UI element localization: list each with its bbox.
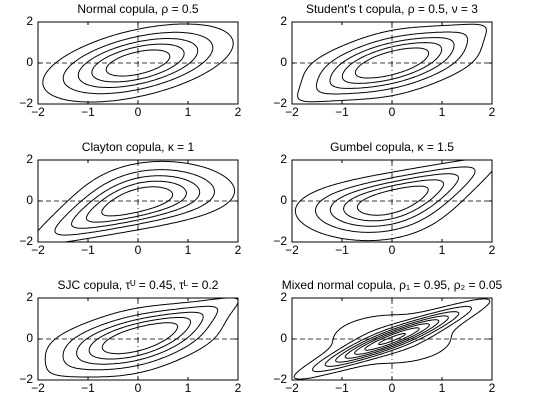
contour-line (335, 315, 449, 363)
x-tick-label: −1 (335, 381, 349, 395)
x-tick-label: −1 (335, 105, 349, 119)
contour-line (378, 333, 406, 345)
x-tick-label: 1 (185, 243, 192, 257)
y-tick-label: 2 (26, 152, 33, 166)
contour-line (312, 305, 472, 373)
y-tick-label: 0 (26, 193, 33, 207)
subplot-title: Gumbel copula, κ = 1.5 (330, 140, 454, 154)
x-tick-label: −1 (81, 105, 95, 119)
x-tick-label: 2 (235, 105, 242, 119)
y-tick-label: 0 (26, 55, 33, 69)
y-tick-label: −2 (19, 234, 33, 248)
y-tick-label: 0 (280, 331, 287, 345)
y-tick-label: 2 (280, 152, 287, 166)
x-tick-label: −2 (31, 105, 45, 119)
x-tick-label: 1 (185, 381, 192, 395)
subplot-title: Clayton copula, κ = 1 (82, 140, 195, 154)
x-tick-label: −2 (31, 243, 45, 257)
contour-line (44, 298, 238, 378)
contour-line (85, 180, 187, 223)
subplot-title: Student's t copula, ρ = 0.5, ν = 3 (306, 2, 478, 16)
x-tick-label: 1 (185, 105, 192, 119)
subplot: SJC copula, τᵁ = 0.45, τᴸ = 0.2 −2 −1 0 1 2 −2… (19, 278, 241, 395)
contour-line (101, 322, 179, 355)
subplot-title: Mixed normal copula, ρ₁ = 0.95, ρ₂ = 0.0… (282, 278, 503, 292)
y-tick-label: −2 (273, 372, 287, 386)
subplot: Student's t copula, ρ = 0.5, ν = 3 −2 −1 0 1… (273, 2, 495, 119)
x-tick-label: −2 (285, 105, 299, 119)
contour-line (329, 173, 459, 227)
x-tick-label: 0 (389, 243, 396, 257)
x-tick-label: 1 (439, 243, 446, 257)
contour-line (364, 327, 420, 351)
x-tick-label: 0 (135, 243, 142, 257)
subplot: Normal copula, ρ = 0.5 −2 −1 0 1 2 −2 0 2 (19, 2, 241, 119)
x-tick-label: 1 (439, 381, 446, 395)
x-tick-label: 2 (235, 381, 242, 395)
y-tick-label: −2 (273, 96, 287, 110)
contour-line (329, 37, 455, 89)
x-tick-label: −2 (285, 243, 299, 257)
contour-line (91, 43, 185, 83)
contour-line (105, 49, 171, 77)
subplot: Clayton copula, κ = 1 −2 −1 0 1 2 −2 0 2 (19, 140, 241, 257)
y-tick-label: 0 (280, 55, 287, 69)
x-tick-label: 2 (489, 243, 496, 257)
y-tick-label: 2 (280, 14, 287, 28)
x-tick-label: 2 (489, 105, 496, 119)
y-tick-label: 0 (26, 331, 33, 345)
y-tick-label: 0 (280, 193, 287, 207)
contour-line (88, 317, 192, 360)
y-tick-label: −2 (19, 96, 33, 110)
x-tick-label: 1 (439, 105, 446, 119)
contour-line (354, 47, 430, 79)
y-tick-label: 2 (26, 290, 33, 304)
contour-line (344, 319, 440, 359)
y-tick-label: −2 (19, 372, 33, 386)
subplot: Gumbel copula, κ = 1.5 −2 −1 0 1 2 −2 0 2 (273, 140, 495, 257)
contour-line (38, 160, 236, 242)
x-tick-label: 0 (389, 381, 396, 395)
x-tick-label: −2 (285, 381, 299, 395)
contour-line (101, 186, 174, 217)
x-tick-label: −2 (31, 381, 45, 395)
contour-line (62, 31, 214, 95)
contour-line (315, 166, 476, 233)
subplot: Mixed normal copula, ρ₁ = 0.95, ρ₂ = 0.0… (273, 278, 502, 395)
y-tick-label: 2 (26, 14, 33, 28)
y-tick-label: −2 (273, 234, 287, 248)
contour-line (71, 175, 201, 229)
contour-line (324, 311, 460, 367)
contour-line (343, 179, 445, 222)
x-tick-label: 0 (389, 105, 396, 119)
contour-line (42, 23, 234, 103)
contour-line (297, 23, 487, 103)
contour-line (315, 31, 469, 95)
x-tick-label: 2 (489, 381, 496, 395)
contour-line (62, 305, 219, 371)
subplot-title: SJC copula, τᵁ = 0.45, τᴸ = 0.2 (58, 278, 219, 292)
x-tick-label: 0 (135, 105, 142, 119)
contour-line (341, 42, 443, 84)
contour-line (54, 169, 215, 236)
contour-line (77, 38, 199, 88)
contour-line (356, 185, 429, 216)
subplot-title: Normal copula, ρ = 0.5 (77, 2, 199, 16)
x-tick-label: 0 (135, 381, 142, 395)
x-tick-label: 2 (235, 243, 242, 257)
y-tick-label: 2 (280, 290, 287, 304)
contour-line (294, 160, 492, 242)
x-tick-label: −1 (335, 243, 349, 257)
x-tick-label: −1 (81, 243, 95, 257)
contour-line (354, 323, 430, 355)
x-tick-label: −1 (81, 381, 95, 395)
contour-line (293, 298, 491, 380)
contour-line (76, 311, 204, 365)
